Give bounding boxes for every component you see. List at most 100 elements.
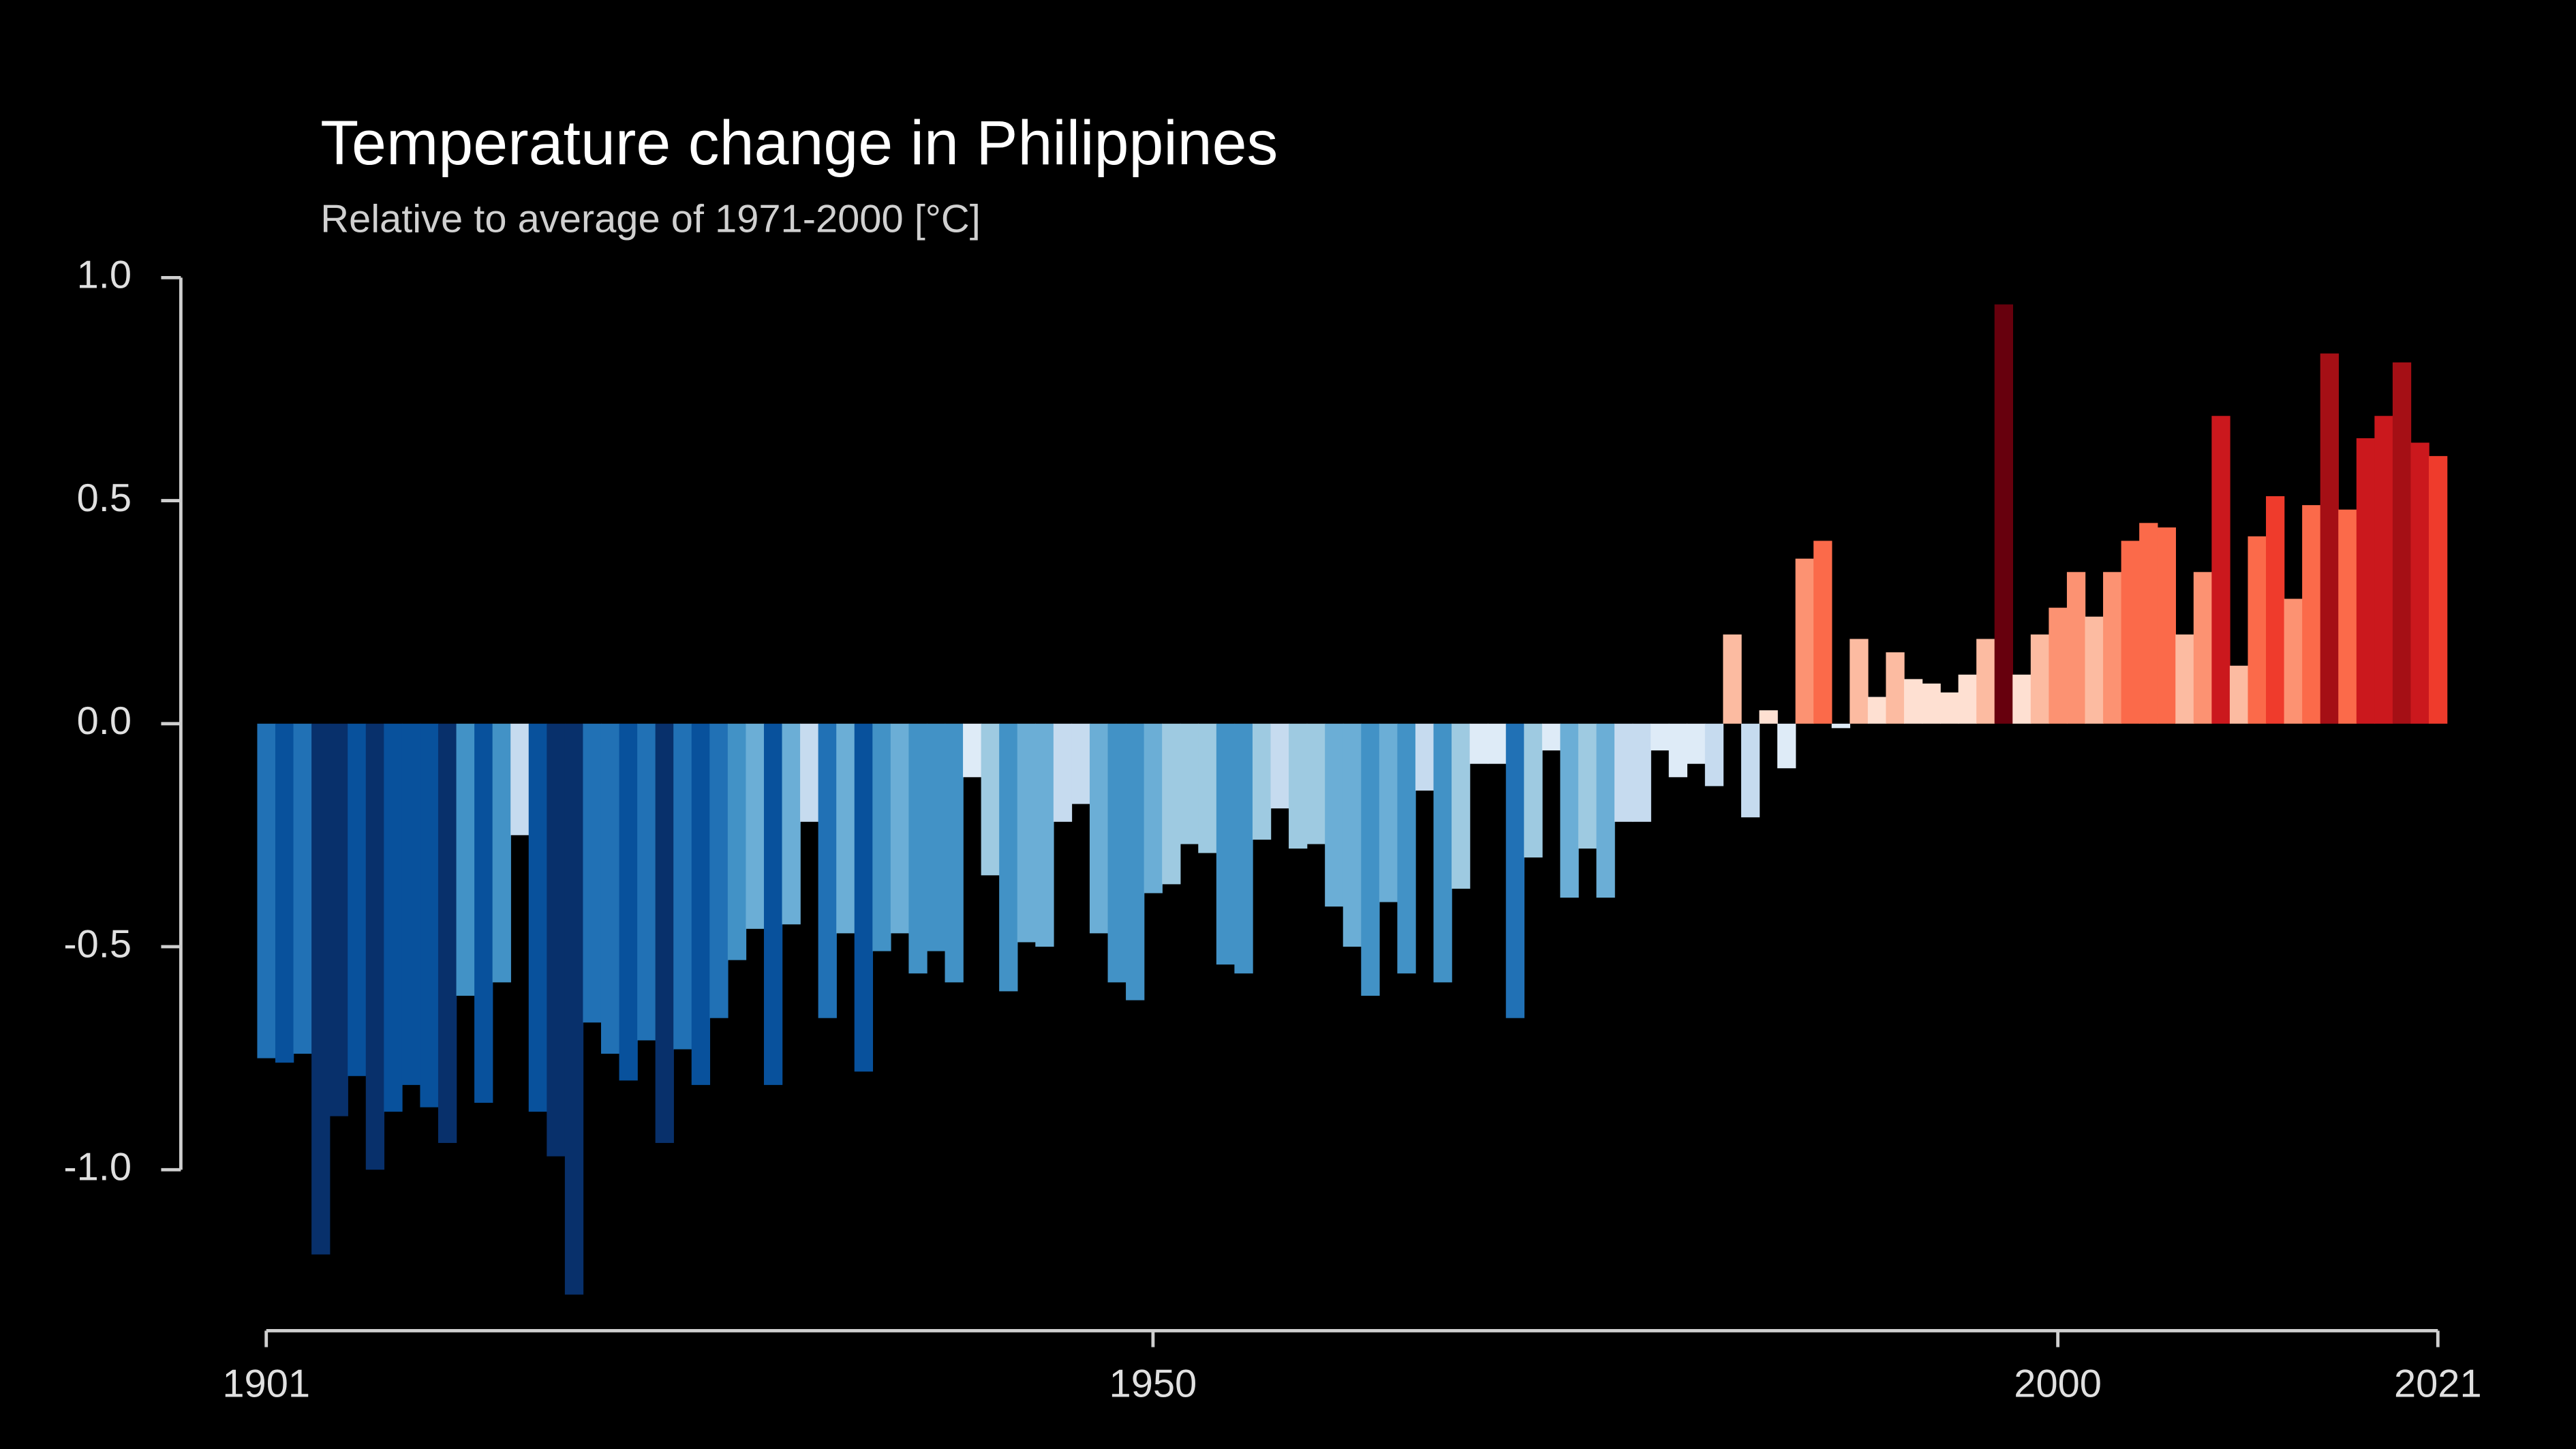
bar [257, 723, 276, 1058]
bar [2284, 598, 2303, 724]
bar [1180, 723, 1199, 844]
bar [1252, 723, 1272, 840]
bar [2356, 438, 2376, 724]
bar [1053, 723, 1073, 822]
bar [2193, 572, 2213, 724]
bar [1415, 723, 1435, 791]
bar [709, 723, 729, 1018]
chart-subtitle: Relative to average of 1971-2000 [°C] [320, 198, 981, 241]
bar [1922, 683, 1941, 724]
bar [673, 723, 692, 1050]
bar [2320, 353, 2339, 724]
bar [2392, 362, 2412, 724]
bar [1867, 697, 1887, 724]
bar [763, 723, 783, 1085]
bar [963, 723, 982, 778]
bar [492, 723, 511, 983]
bar [1903, 679, 1923, 724]
bar [1270, 723, 1289, 809]
bar [1397, 723, 1416, 974]
bar [2049, 607, 2068, 724]
bar [999, 723, 1018, 992]
bar [1126, 723, 1145, 1001]
bar [2374, 416, 2393, 724]
x-tick-label: 1950 [1109, 1362, 1197, 1406]
bar [1107, 723, 1126, 983]
y-tick-label: -1.0 [63, 1146, 132, 1189]
bar [1524, 723, 1543, 858]
bar [2030, 634, 2050, 724]
bar [1777, 723, 1796, 769]
bar [1704, 723, 1724, 787]
bar [1343, 723, 1362, 947]
bar [456, 723, 475, 996]
bar [1723, 634, 1742, 724]
bar [365, 723, 385, 1170]
bar [1216, 723, 1236, 965]
bar [2157, 527, 2176, 724]
bar [1234, 723, 1253, 974]
bar [800, 723, 819, 822]
bar [1452, 723, 1471, 889]
bar [981, 723, 1000, 876]
bar [1488, 723, 1507, 764]
bar [1144, 723, 1163, 894]
bar [547, 723, 566, 1157]
bar [1632, 723, 1651, 822]
bar [1542, 723, 1561, 751]
bar [1162, 723, 1181, 885]
bar [1759, 710, 1778, 724]
chart-title: Temperature change in Philippines [320, 108, 1278, 178]
bar [1668, 723, 1687, 778]
bar [818, 723, 837, 1018]
bar [854, 723, 874, 1072]
bar [2066, 572, 2086, 724]
x-tick-label: 2000 [2014, 1362, 2102, 1406]
bar [1017, 723, 1037, 943]
bar [1813, 540, 1833, 724]
bar [329, 723, 348, 1116]
bar [2211, 416, 2230, 724]
bar [1469, 723, 1488, 764]
bar [564, 723, 584, 1295]
bar [945, 723, 964, 983]
bar [2229, 665, 2249, 724]
bar [600, 723, 620, 1054]
bar [384, 723, 403, 1112]
bar [2085, 616, 2104, 724]
x-tick-label: 1901 [222, 1362, 310, 1406]
bar [691, 723, 711, 1085]
bar [2248, 536, 2267, 724]
bar [836, 723, 855, 934]
bar [293, 723, 312, 1054]
bar [1614, 723, 1634, 822]
bar [1596, 723, 1615, 898]
bar [1994, 304, 2013, 724]
x-tick-label: 2021 [2394, 1362, 2482, 1406]
bar [1361, 723, 1380, 996]
bar [438, 723, 457, 1143]
bar [275, 723, 294, 1063]
bar [1850, 639, 1869, 724]
bar [1886, 652, 1905, 724]
bar [1035, 723, 1054, 947]
bar [1433, 723, 1452, 983]
bar [510, 723, 530, 836]
bar [1795, 558, 1814, 724]
bar [2429, 456, 2448, 724]
bar [1940, 692, 1959, 724]
bar [1560, 723, 1579, 898]
y-tick-label: 0.5 [77, 476, 132, 520]
bar [619, 723, 638, 1081]
bar [1976, 639, 1995, 724]
bar [926, 723, 946, 951]
bar [655, 723, 674, 1143]
bar [1578, 723, 1597, 849]
bar [1089, 723, 1109, 934]
bar [1306, 723, 1325, 844]
bar [1325, 723, 1344, 907]
bar [782, 723, 801, 925]
bar [2175, 634, 2194, 724]
